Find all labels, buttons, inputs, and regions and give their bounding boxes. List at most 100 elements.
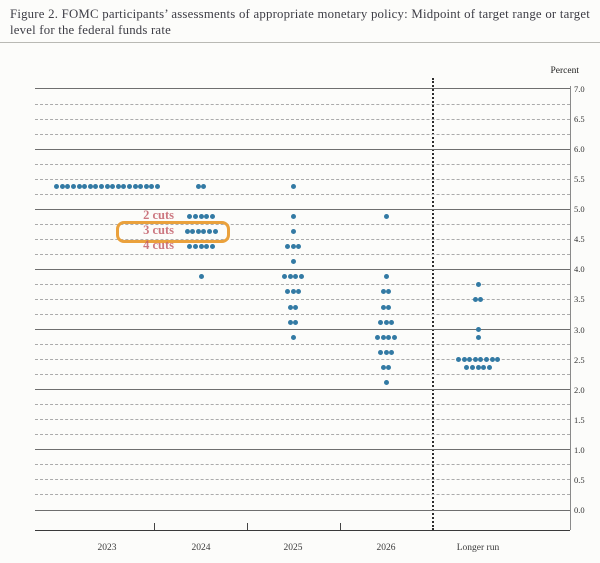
fomc-participant-dot (204, 214, 210, 220)
fomc-participant-dot (472, 357, 478, 363)
x-category-label: Longer run (456, 543, 500, 553)
y-tick-label: 4.5 (574, 234, 585, 245)
fomc-participant-dot (290, 334, 296, 340)
x-category-label: 2023 (97, 543, 117, 553)
x-axis-line (35, 530, 570, 531)
fomc-participant-dot (483, 357, 489, 363)
fomc-participant-dot (475, 364, 481, 370)
gridline (35, 253, 570, 255)
fomc-participant-dot (290, 184, 296, 190)
fomc-participant-dot (195, 229, 201, 235)
y-axis-title: Percent (550, 66, 580, 76)
fomc-participant-dot (389, 349, 395, 355)
gridline (35, 509, 570, 511)
fomc-participant-dot (87, 184, 93, 190)
fomc-participant-dot (389, 319, 395, 325)
fomc-participant-dot (76, 184, 82, 190)
fomc-participant-dot (212, 229, 218, 235)
x-category-label: 2026 (376, 543, 396, 553)
gridline (35, 178, 570, 180)
fomc-participant-dot (187, 244, 193, 250)
gridline (35, 268, 570, 270)
fomc-participant-dot (298, 274, 304, 280)
y-tick-label: 5.5 (574, 174, 585, 185)
fomc-participant-dot (383, 379, 389, 385)
fomc-participant-dot (282, 274, 288, 280)
fomc-participant-dot (391, 334, 397, 340)
fomc-participant-dot (93, 184, 99, 190)
fomc-participant-dot (290, 244, 296, 250)
fomc-participant-dot (154, 184, 160, 190)
right-axis-line (570, 86, 571, 530)
cuts-annotation-label: 3 cuts (143, 223, 174, 238)
fomc-participant-dot (472, 296, 478, 302)
fomc-participant-dot (296, 289, 302, 295)
y-tick-label: 0.0 (574, 505, 585, 515)
y-tick-label: 7.0 (574, 83, 585, 94)
fomc-participant-dot (293, 304, 299, 310)
fomc-participant-dot (478, 357, 484, 363)
fomc-participant-dot (380, 364, 386, 370)
fomc-participant-dot (121, 184, 127, 190)
gridline (35, 193, 570, 195)
fomc-participant-dot (206, 229, 212, 235)
fomc-participant-dot (461, 357, 467, 363)
fomc-participant-dot (475, 334, 481, 340)
gridline (35, 148, 570, 150)
gridline (35, 434, 570, 436)
fomc-participant-dot (455, 357, 461, 363)
fomc-participant-dot (82, 184, 88, 190)
gridline (35, 389, 570, 391)
fomc-participant-dot (149, 184, 155, 190)
fomc-participant-dot (201, 229, 207, 235)
fomc-participant-dot (104, 184, 110, 190)
fomc-participant-dot (192, 244, 198, 250)
fomc-participant-dot (386, 289, 392, 295)
fomc-participant-dot (481, 364, 487, 370)
fomc-participant-dot (115, 184, 121, 190)
y-tick-label: 1.5 (574, 414, 585, 425)
fomc-participant-dot (296, 244, 302, 250)
fomc-participant-dot (469, 364, 475, 370)
y-tick-label: 4.0 (574, 264, 585, 275)
gridline (35, 118, 570, 120)
gridline (35, 223, 570, 225)
fomc-participant-dot (65, 184, 71, 190)
gridline (35, 238, 570, 240)
y-tick-label: 1.0 (574, 444, 585, 455)
cuts-highlight-box (116, 220, 230, 243)
gridline (35, 464, 570, 466)
x-axis-tick (247, 523, 248, 530)
gridline (35, 344, 570, 346)
fomc-participant-dot (198, 274, 204, 280)
gridline (35, 314, 570, 316)
longer-run-divider-dotted-line (432, 78, 434, 530)
fomc-participant-dot (287, 304, 293, 310)
fomc-participant-dot (383, 349, 389, 355)
fomc-participant-dot (475, 281, 481, 287)
fomc-participant-dot (290, 229, 296, 235)
fomc-participant-dot (464, 364, 470, 370)
fomc-participant-dot (293, 274, 299, 280)
fomc-participant-dot (204, 244, 210, 250)
gridline (35, 329, 570, 331)
fomc-participant-dot (293, 319, 299, 325)
y-tick-label: 2.0 (574, 384, 585, 395)
fomc-participant-dot (284, 244, 290, 250)
fomc-participant-dot (290, 259, 296, 265)
fomc-participant-dot (489, 357, 495, 363)
fomc-participant-dot (284, 289, 290, 295)
fomc-participant-dot (198, 214, 204, 220)
y-tick-label: 2.5 (574, 354, 585, 365)
fomc-participant-dot (192, 214, 198, 220)
title-divider-rule (0, 42, 600, 43)
fomc-participant-dot (375, 334, 381, 340)
fomc-participant-dot (198, 244, 204, 250)
fomc-participant-dot (478, 296, 484, 302)
fomc-participant-dot (386, 364, 392, 370)
fomc-participant-dot (209, 244, 215, 250)
fomc-participant-dot (380, 334, 386, 340)
fomc-participant-dot (380, 289, 386, 295)
